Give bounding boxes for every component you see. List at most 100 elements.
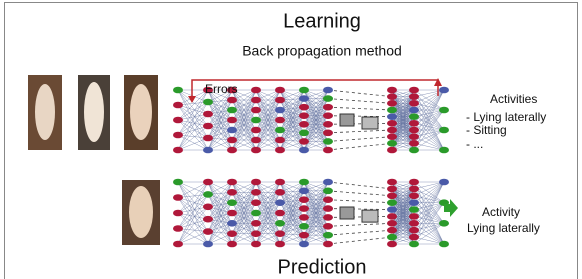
neuron [409, 113, 419, 120]
neuron [173, 132, 183, 139]
neuron [323, 147, 333, 154]
neuron [387, 87, 397, 94]
neuron [275, 127, 285, 134]
neuron [299, 138, 309, 145]
neuron [387, 113, 397, 120]
neuron [275, 189, 285, 196]
feature-map [340, 114, 354, 126]
neuron [409, 213, 419, 220]
neuron [323, 104, 333, 111]
neuron [173, 117, 183, 124]
neuron [299, 147, 309, 154]
errors-label: Errors [205, 82, 238, 96]
neuron [299, 214, 309, 221]
neuron [299, 196, 309, 203]
neuron [203, 111, 213, 118]
neuron [173, 87, 183, 94]
neuron [409, 186, 419, 193]
neuron [227, 220, 237, 227]
neuron [251, 179, 261, 186]
neuron [203, 99, 213, 106]
neuron [299, 130, 309, 137]
neuron [275, 210, 285, 217]
neuron [203, 216, 213, 223]
neuron [323, 205, 333, 212]
activity-item: - ... [466, 137, 483, 151]
neuron [387, 93, 397, 100]
neuron [439, 241, 449, 248]
neuron [251, 220, 261, 227]
neuron [299, 104, 309, 111]
neuron [299, 241, 309, 248]
neuron [275, 241, 285, 248]
neuron [275, 220, 285, 227]
neuron [173, 147, 183, 154]
neuron [409, 87, 419, 94]
neuron [409, 100, 419, 107]
activities-heading: Activities [490, 92, 537, 106]
neuron [251, 230, 261, 237]
neuron [387, 127, 397, 134]
neuron [275, 87, 285, 94]
neuron [227, 210, 237, 217]
neuron [251, 117, 261, 124]
neuron [251, 137, 261, 144]
neuron [387, 120, 397, 127]
neuron [387, 100, 397, 107]
neuron [251, 97, 261, 104]
neuron [227, 230, 237, 237]
neuron [409, 179, 419, 186]
neuron [227, 137, 237, 144]
neuron [387, 206, 397, 213]
neuron [299, 232, 309, 239]
neuron [227, 179, 237, 186]
neuron [387, 234, 397, 241]
neuron [203, 241, 213, 248]
neuron [227, 127, 237, 134]
neuron [251, 189, 261, 196]
neuron [387, 107, 397, 114]
neuron [251, 127, 261, 134]
neuron [203, 228, 213, 235]
neuron [387, 227, 397, 234]
neuron [299, 205, 309, 212]
neuron [299, 223, 309, 230]
neuron [227, 199, 237, 206]
neuron [251, 210, 261, 217]
neuron [227, 147, 237, 154]
neuron [409, 120, 419, 127]
neuron [323, 87, 333, 94]
neuron [409, 140, 419, 147]
neuron [323, 232, 333, 239]
neuron [203, 147, 213, 154]
neuron [251, 107, 261, 114]
neuron [387, 199, 397, 206]
neuron [387, 186, 397, 193]
neuron [439, 87, 449, 94]
neuron [439, 179, 449, 186]
neuron [387, 213, 397, 220]
neuron [203, 179, 213, 186]
feature-map [362, 117, 378, 129]
neuron [251, 199, 261, 206]
neuron [439, 220, 449, 227]
neuron [409, 241, 419, 248]
neuron [203, 191, 213, 198]
neuron [275, 107, 285, 114]
neuron [275, 117, 285, 124]
neuron [323, 95, 333, 102]
neuron [409, 220, 419, 227]
neuron [227, 117, 237, 124]
footer-title: Prediction [278, 256, 367, 278]
neuron [275, 147, 285, 154]
neuron [299, 188, 309, 195]
neuron [251, 241, 261, 248]
activity-item: - Lying laterally [466, 110, 546, 124]
neuron [323, 179, 333, 186]
neuron [203, 204, 213, 211]
neuron [323, 188, 333, 195]
neuron [173, 210, 183, 217]
neuron [173, 179, 183, 186]
neuron [323, 196, 333, 203]
neuron [275, 230, 285, 237]
